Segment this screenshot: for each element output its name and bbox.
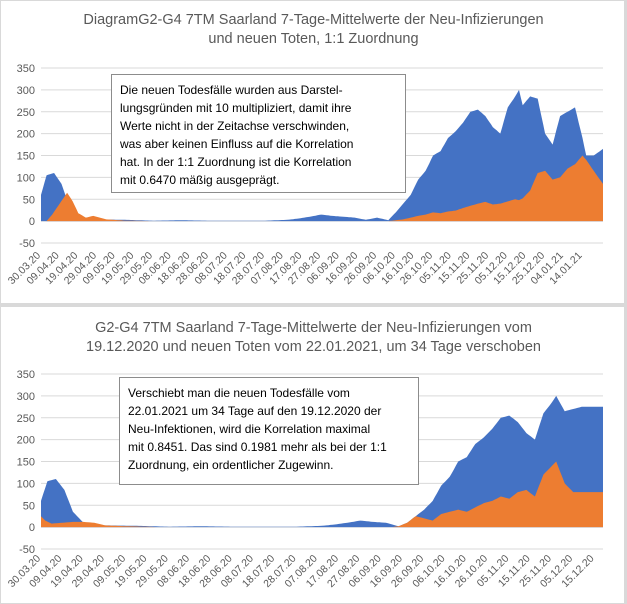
annotation-line: Verschiebt man die neuen Todesfälle vom [128, 386, 350, 400]
y-tick-label: 150 [17, 457, 35, 469]
annotation-line: hat. In der 1:1 Zuordnung ist die Korrel… [120, 155, 352, 169]
y-tick-label: 0 [29, 522, 35, 534]
annotation-line: 22.01.2021 um 34 Tage auf den 19.12.2020… [128, 404, 382, 418]
y-tick-label: 300 [17, 391, 35, 403]
annotation-line: mit 0.8451. Das sind 0.1981 mehr als bei… [128, 440, 387, 454]
chart-title-line: 19.12.2020 und neuen Toten vom 22.01.202… [86, 339, 541, 355]
y-tick-label: 350 [17, 369, 35, 381]
series-area-1 [41, 395, 603, 528]
y-tick-label: 50 [23, 500, 35, 512]
chart-plot: -5005010015020025030035030.03.2009.04.20… [6, 63, 603, 287]
y-tick-label: 100 [17, 172, 35, 184]
y-tick-label: -50 [19, 238, 35, 250]
series-area-1 [41, 89, 603, 222]
series-area-2 [41, 155, 603, 222]
y-tick-label: 250 [17, 107, 35, 119]
chart-panel-1: DiagramG2-G4 7TM Saarland 7-Tage-Mittelw… [0, 0, 625, 304]
chart-title-line: DiagramG2-G4 7TM Saarland 7-Tage-Mittelw… [83, 12, 544, 28]
annotation-line: Neu-Infektionen, wird die Korrelation ma… [128, 422, 371, 436]
chart-title: G2-G4 7TM Saarland 7-Tage-Mittelwerte de… [1, 319, 624, 357]
annotation-line: Werte nicht in der Zeitachse verschwinde… [120, 119, 350, 133]
y-tick-label: 200 [17, 129, 35, 141]
chart-title: DiagramG2-G4 7TM Saarland 7-Tage-Mittelw… [1, 11, 624, 49]
y-tick-label: 100 [17, 478, 35, 490]
chart-title-line: und neuen Toten, 1:1 Zuordnung [208, 31, 419, 47]
annotation-line: lungsgründen mit 10 multipliziert, damit… [120, 101, 352, 115]
y-tick-label: 350 [17, 63, 35, 75]
y-tick-label: 300 [17, 85, 35, 97]
annotation-line: Die neuen Todesfälle wurden aus Darstel- [120, 83, 343, 97]
series-area-2 [41, 461, 603, 528]
y-tick-label: 150 [17, 151, 35, 163]
chart-panel-2: G2-G4 7TM Saarland 7-Tage-Mittelwerte de… [0, 306, 625, 604]
annotation-box: Verschiebt man die neuen Todesfälle vom … [119, 377, 419, 485]
y-tick-label: 50 [23, 194, 35, 206]
annotation-box: Die neuen Todesfälle wurden aus Darstel-… [111, 74, 406, 193]
annotation-line: mit 0.6470 mäßig ausgeprägt. [120, 173, 280, 187]
y-tick-label: 0 [29, 216, 35, 228]
y-tick-label: 200 [17, 435, 35, 447]
annotation-line: was aber keinen Einfluss auf die Korrela… [120, 137, 354, 151]
annotation-line: Zuordnung, ein ordentlicher Zugewinn. [128, 458, 334, 472]
y-tick-label: -50 [19, 544, 35, 556]
y-tick-label: 250 [17, 413, 35, 425]
chart-title-line: G2-G4 7TM Saarland 7-Tage-Mittelwerte de… [95, 320, 532, 336]
